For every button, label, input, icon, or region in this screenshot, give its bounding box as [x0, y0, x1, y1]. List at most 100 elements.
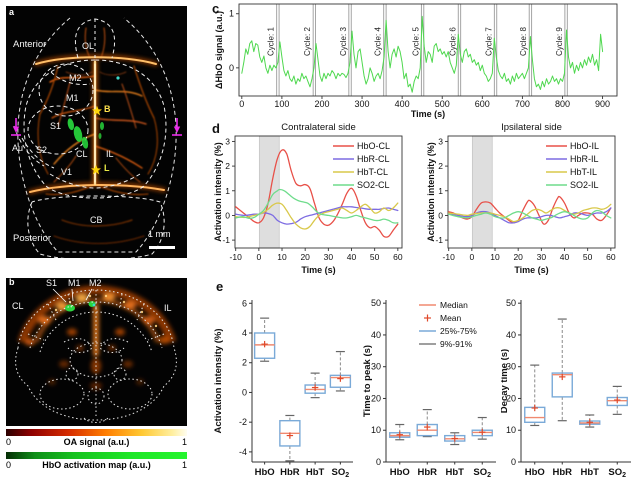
svg-text:Activation intensity (%): Activation intensity (%)	[213, 328, 224, 433]
svg-text:HbO-CL: HbO-CL	[357, 141, 390, 151]
svg-text:900: 900	[595, 99, 610, 109]
svg-text:700: 700	[515, 99, 530, 109]
scale-bar	[149, 246, 175, 249]
label-au: Au	[12, 143, 24, 153]
svg-text:4: 4	[242, 328, 247, 338]
svg-text:Activation intensity (%): Activation intensity (%)	[426, 142, 436, 242]
svg-text:Contralateral side: Contralateral side	[281, 122, 355, 133]
svg-text:30: 30	[506, 362, 516, 372]
oa-colorbar-min: 0	[6, 437, 12, 447]
svg-text:50: 50	[371, 298, 381, 308]
svg-text:SO2: SO2	[332, 467, 350, 479]
svg-text:Cycle: 4: Cycle: 4	[374, 27, 383, 56]
svg-text:HbT-CL: HbT-CL	[357, 167, 388, 177]
svg-text:-1: -1	[222, 235, 230, 245]
label-cb: CB	[90, 215, 103, 225]
hbo-activation-gradient	[6, 452, 187, 459]
label-posterior: Posterior	[13, 233, 52, 244]
label-m1: M1	[66, 93, 79, 103]
svg-text:40: 40	[371, 330, 381, 340]
svg-text:SO2: SO2	[473, 467, 491, 479]
brain-dorsal-vasculature-art	[6, 6, 187, 258]
hbo-activation-blobs	[67, 118, 89, 149]
svg-text:HbR: HbR	[552, 467, 572, 478]
svg-text:Ipsilateral side: Ipsilateral side	[501, 122, 562, 133]
svg-text:10: 10	[277, 252, 287, 262]
svg-text:100: 100	[274, 99, 289, 109]
oa-signal-colorbar: 0 OA signal (a.u.) 1	[6, 429, 187, 447]
panel-b-letter: b	[9, 278, 15, 287]
svg-text:SO2: SO2	[608, 467, 626, 479]
time-to-peak-boxplot: 0 10 20 30 40 50 Time to peak (s) HbO HbR HbT SO2 M…	[362, 281, 501, 483]
svg-text:HbO-IL: HbO-IL	[570, 141, 599, 151]
svg-text:400: 400	[395, 99, 410, 109]
svg-text:HbT-IL: HbT-IL	[570, 167, 597, 177]
svg-text:-10: -10	[230, 252, 243, 262]
contralateral-response-chart: -10 0 10 20 30 40 50 60 -1 0 1 2 3 Time (s) Activation…	[213, 120, 426, 280]
svg-text:25%-75%: 25%-75%	[440, 326, 477, 336]
hbo-timecourse-chart: Cycle: 1 Cycle: 2 Cycle: 3 Cycle: 4 Cycle: 5…	[213, 0, 639, 120]
label-lambda: L	[104, 163, 110, 173]
panel-a-brain-dorsal-image: a Anterior OL M2 M1 B S1 Au S2 CL IL V1 …	[6, 6, 187, 258]
svg-text:Time (s): Time (s)	[514, 265, 548, 275]
svg-text:2: 2	[225, 161, 230, 171]
svg-text:50: 50	[583, 252, 593, 262]
svg-text:SO2-CL: SO2-CL	[357, 180, 390, 190]
svg-text:20: 20	[506, 393, 516, 403]
svg-text:500: 500	[435, 99, 450, 109]
svg-text:0: 0	[438, 210, 443, 220]
hbo-colorbar-title: HbO activation map (a.u.)	[42, 460, 151, 470]
lambda-star-icon	[91, 164, 101, 175]
stim-arrow-left-icon	[11, 118, 21, 136]
svg-text:HbO: HbO	[255, 467, 275, 478]
svg-text:HbR-CL: HbR-CL	[357, 154, 390, 164]
svg-text:200: 200	[314, 99, 329, 109]
svg-text:HbT: HbT	[581, 467, 600, 478]
svg-text:HbO: HbO	[390, 467, 410, 478]
label-anterior: Anterior	[13, 39, 47, 50]
svg-text:HbT: HbT	[446, 467, 465, 478]
scale-bar-label: 1 mm	[148, 229, 171, 239]
decay-time-boxplot: 0 10 20 30 40 50 Decay time (s) HbO HbR HbT SO2	[499, 281, 639, 483]
hbo-activation-blobs-coronal	[65, 301, 96, 312]
svg-text:50: 50	[506, 298, 516, 308]
label-s2: S2	[36, 145, 48, 155]
svg-text:20: 20	[371, 393, 381, 403]
svg-text:HbR: HbR	[280, 467, 300, 478]
panel-c-letter: c	[212, 1, 220, 16]
svg-text:HbT: HbT	[306, 467, 325, 478]
svg-text:Cycle: 6: Cycle: 6	[448, 27, 457, 56]
svg-text:600: 600	[475, 99, 490, 109]
svg-text:0: 0	[239, 99, 244, 109]
svg-text:Time to peak (s): Time to peak (s)	[363, 345, 373, 417]
svg-text:SO2-IL: SO2-IL	[570, 180, 599, 190]
label-s1: S1	[50, 121, 62, 131]
svg-text:40: 40	[347, 252, 357, 262]
label-b-m2: M2	[89, 278, 102, 288]
svg-text:Cycle: 3: Cycle: 3	[339, 27, 348, 56]
label-il: IL	[106, 149, 114, 159]
svg-text:HbO: HbO	[525, 467, 545, 478]
svg-text:40: 40	[560, 252, 570, 262]
svg-text:0: 0	[511, 457, 516, 467]
svg-text:300: 300	[355, 99, 370, 109]
label-b-il: IL	[164, 303, 172, 313]
cyan-dot	[116, 76, 120, 80]
svg-text:9%-91%: 9%-91%	[440, 339, 473, 349]
label-v1: V1	[61, 167, 73, 177]
svg-text:HbR-IL: HbR-IL	[570, 154, 599, 164]
svg-text:50: 50	[370, 252, 380, 262]
label-b-s1: S1	[46, 278, 58, 288]
activation-intensity-boxplot: -4 -2 0 2 4 6 Activation intensity (%) HbO HbR Hb…	[213, 281, 363, 483]
stim-arrow-right-icon	[172, 118, 182, 136]
svg-text:60: 60	[393, 252, 403, 262]
svg-text:10: 10	[490, 252, 500, 262]
svg-text:Time (s): Time (s)	[301, 265, 335, 275]
svg-text:HbR: HbR	[417, 467, 437, 478]
oa-signal-gradient	[6, 429, 187, 436]
svg-text:2: 2	[438, 161, 443, 171]
svg-text:0: 0	[469, 252, 474, 262]
label-ol: OL	[82, 41, 95, 51]
svg-text:30: 30	[537, 252, 547, 262]
svg-text:Cycle: 5: Cycle: 5	[411, 27, 420, 56]
